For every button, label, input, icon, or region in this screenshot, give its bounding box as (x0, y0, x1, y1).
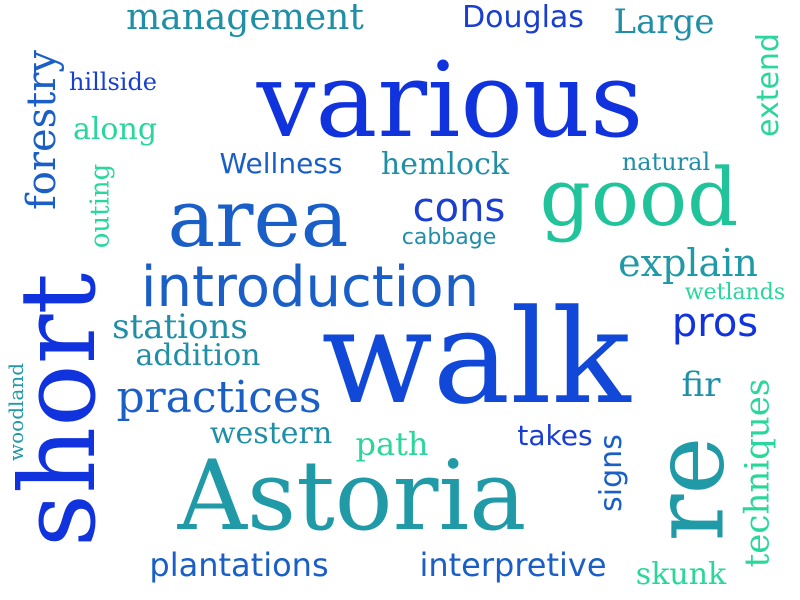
word-walk: walk (321, 281, 631, 433)
word-plantations: plantations (149, 546, 329, 584)
word-explain: explain (618, 241, 758, 285)
word-stations: stations (112, 307, 248, 347)
word-woodland: woodland (4, 362, 29, 462)
word-skunk: skunk (635, 557, 727, 592)
word-forestry: forestry (19, 50, 65, 210)
word-re: re (632, 436, 746, 542)
word-cons: cons (412, 185, 506, 231)
word-pros: pros (671, 300, 759, 346)
word-practices: practices (116, 372, 322, 423)
word-management: management (126, 0, 364, 38)
word-cabbage: cabbage (401, 225, 497, 250)
word-extend: extend (751, 33, 786, 137)
word-along: along (72, 112, 158, 147)
word-outing: outing (85, 163, 115, 249)
word-natural: natural (621, 148, 711, 176)
word-astoria: Astoria (177, 440, 527, 552)
word-interpretive: interpretive (419, 546, 607, 584)
word-large: Large (613, 2, 715, 42)
word-wetlands: wetlands (684, 280, 786, 305)
word-hemlock: hemlock (380, 147, 510, 182)
word-hillside: hillside (68, 68, 158, 96)
word-path: path (355, 425, 429, 463)
word-good: good (539, 151, 739, 244)
word-douglas: Douglas (462, 0, 584, 35)
word-introduction: introduction (140, 255, 480, 320)
word-signs: signs (594, 434, 629, 512)
word-fir: fir (681, 365, 721, 405)
word-takes: takes (517, 419, 593, 452)
word-addition: addition (135, 338, 261, 373)
word-wellness: Wellness (219, 147, 343, 180)
word-western: western (209, 416, 333, 451)
word-various: various (256, 39, 644, 161)
word-area: area (167, 172, 349, 265)
